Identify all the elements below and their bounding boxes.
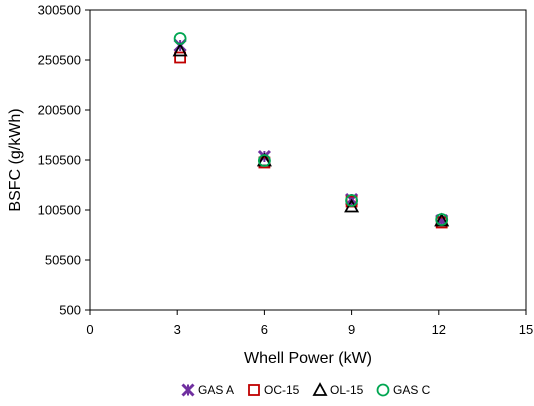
x-axis-ticks: 0 3 6 9 12 15 <box>86 310 533 337</box>
x-tick-label: 9 <box>348 322 355 337</box>
y-tick-label: 100500 <box>38 203 81 218</box>
y-axis-ticks: 500 50500 100500 150500 200500 250500 300500 <box>38 3 90 318</box>
legend: GAS A OC-15 OL-15 GAS C <box>181 382 431 397</box>
y-tick-label: 200500 <box>38 103 81 118</box>
y-tick-label: 500 <box>59 303 81 318</box>
data-point-circle <box>173 32 187 45</box>
x-tick-label: 6 <box>261 322 268 337</box>
x-axis-title: Whell Power (kW) <box>244 350 372 367</box>
plot-area <box>89 9 527 311</box>
data-point-circle <box>435 213 449 226</box>
x-tick-label: 15 <box>519 322 533 337</box>
y-tick-label: 150500 <box>38 153 81 168</box>
y-tick-label: 50500 <box>45 253 81 268</box>
legend-label: GAS A <box>198 383 234 397</box>
legend-marker-square <box>248 384 260 396</box>
legend-marker-triangle <box>312 382 328 396</box>
y-axis-title: BSFC (g/kWh) <box>7 108 24 211</box>
legend-marker-circle <box>376 383 390 397</box>
y-tick-label: 300500 <box>38 3 81 18</box>
data-point-circle <box>257 154 271 167</box>
x-tick-label: 3 <box>174 322 181 337</box>
data-points <box>172 32 450 229</box>
data-point-square <box>174 51 187 64</box>
data-point-triangle <box>172 42 188 57</box>
y-tick-label: 250500 <box>38 53 81 68</box>
legend-label: GAS C <box>393 383 431 397</box>
data-point-circle <box>345 194 359 207</box>
legend-marker-x-star <box>181 383 195 397</box>
x-tick-label: 0 <box>86 322 93 337</box>
legend-label: OC-15 <box>264 383 300 397</box>
legend-label: OL-15 <box>330 383 364 397</box>
x-tick-label: 12 <box>432 322 446 337</box>
